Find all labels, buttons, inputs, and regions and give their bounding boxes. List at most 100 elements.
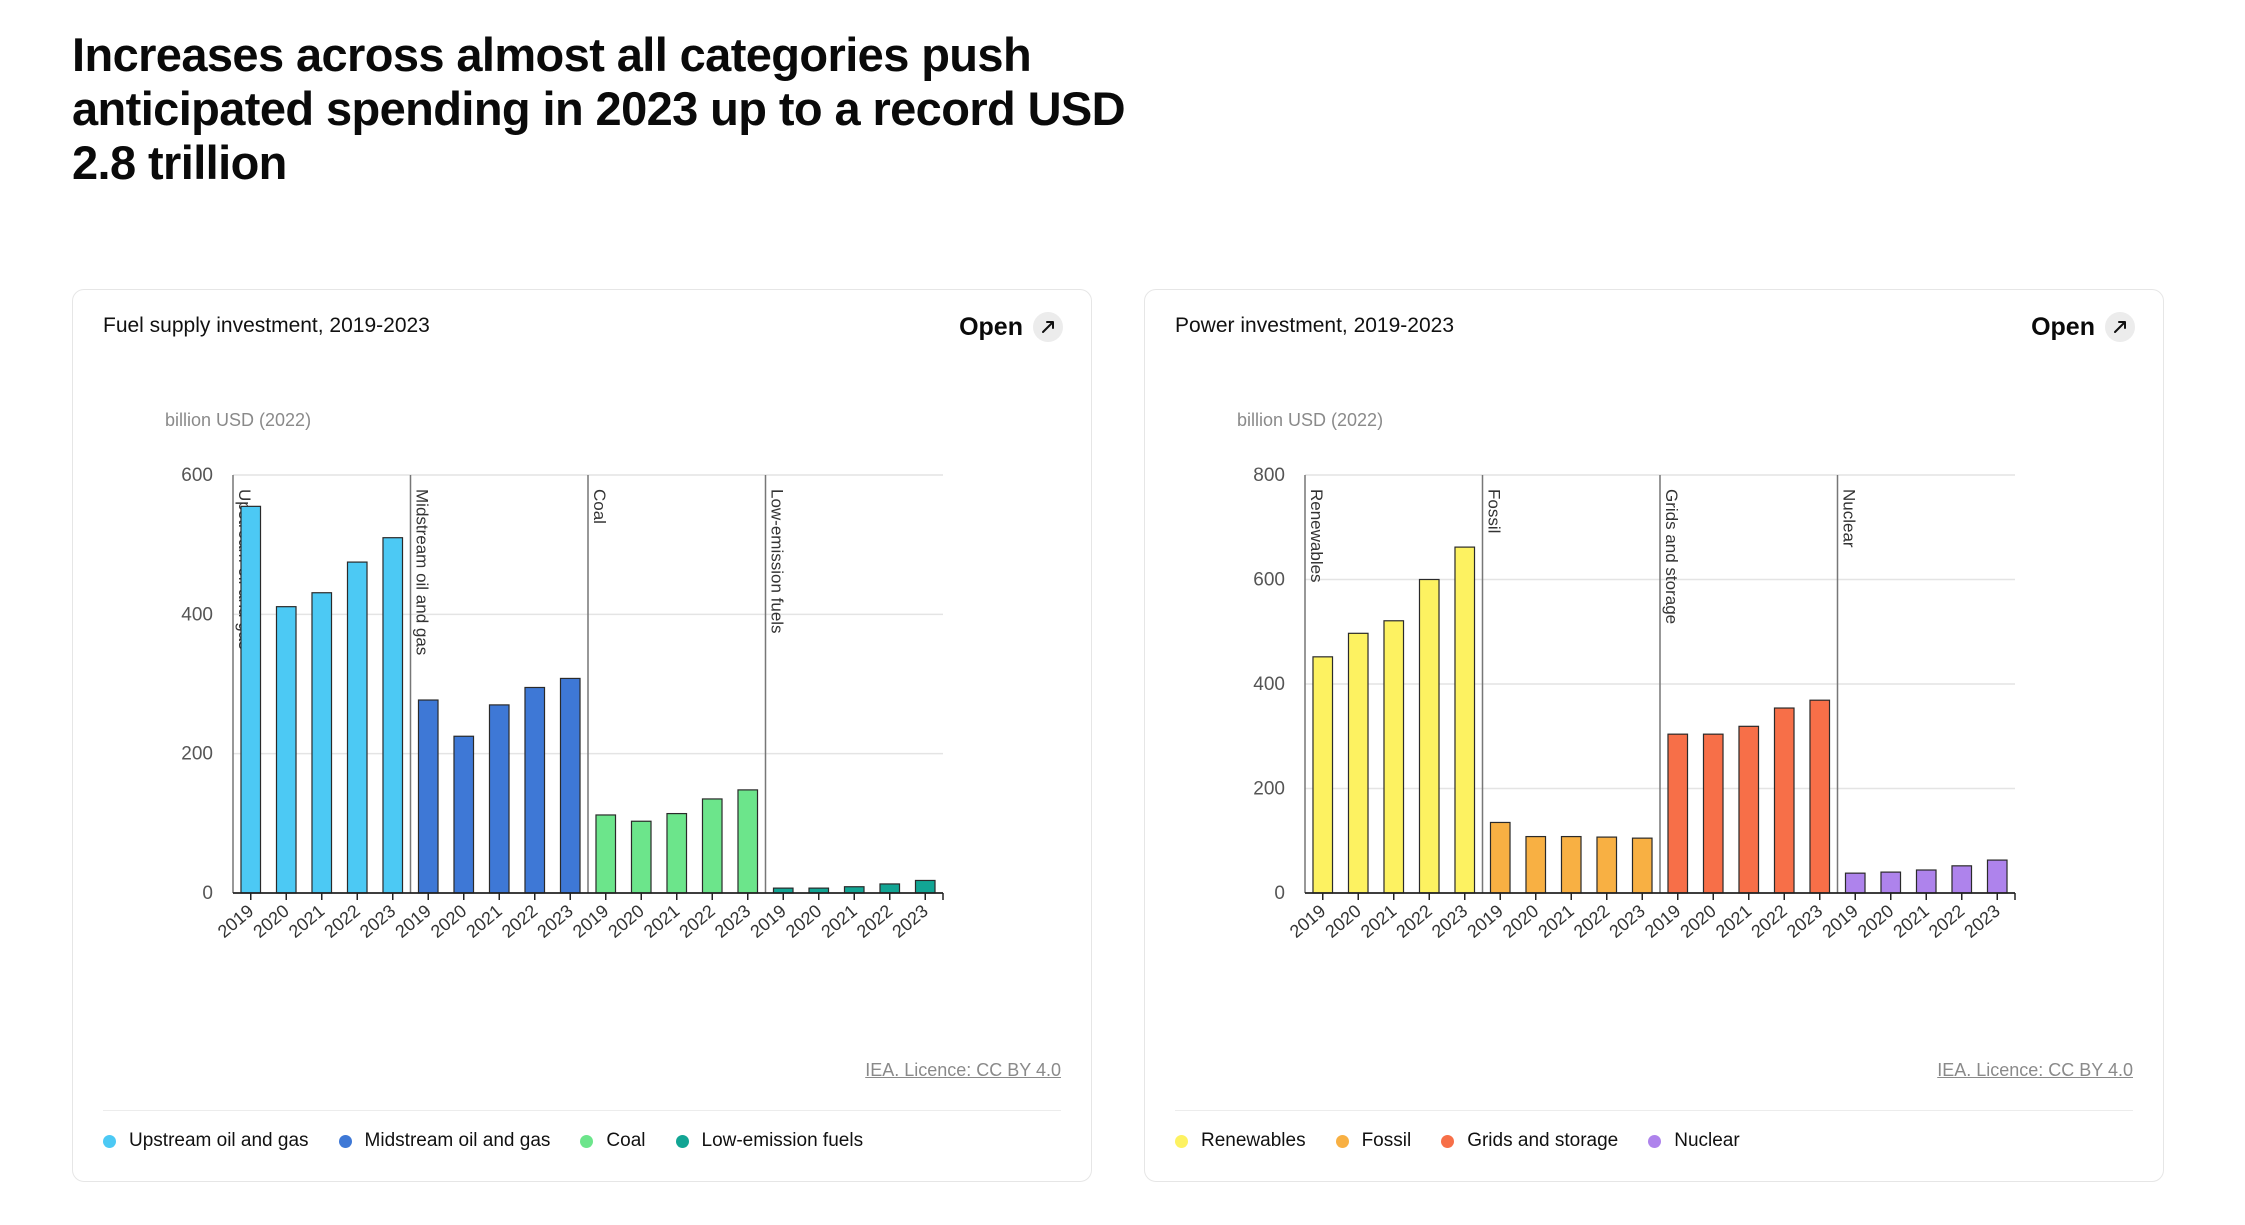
bar-fossil-2022 bbox=[1596, 836, 1618, 894]
power-chart-card: Power investment, 2019-2023 Open billion… bbox=[1144, 289, 2164, 1182]
bar-upstream-oil-and-gas-2020 bbox=[275, 606, 297, 894]
x-tick-label: 2020 bbox=[1321, 901, 1365, 942]
legend: Renewables Fossil Grids and storage Nuclear bbox=[1175, 1130, 1740, 1152]
bar-coal-2022 bbox=[701, 798, 723, 894]
bar-grids-and-storage-2023 bbox=[1809, 699, 1831, 894]
x-tick-label: 2023 bbox=[1960, 901, 2004, 942]
bar-grids-and-storage-2022 bbox=[1773, 707, 1795, 894]
x-tick-label: 2021 bbox=[817, 901, 861, 942]
bar-midstream-oil-and-gas-2021 bbox=[488, 704, 510, 894]
legend-item-fossil[interactable]: Fossil bbox=[1335, 1130, 1412, 1152]
legend-label: Low-emission fuels bbox=[701, 1130, 864, 1151]
x-tick-label: 2023 bbox=[1605, 901, 1649, 942]
x-tick-label: 2019 bbox=[1818, 901, 1862, 942]
bar-fossil-2023 bbox=[1631, 837, 1653, 894]
legend-swatch bbox=[1648, 1134, 1662, 1148]
bar-nuclear-2021 bbox=[1915, 869, 1937, 894]
y-tick-label: 0 bbox=[202, 883, 213, 904]
x-tick-label: 2022 bbox=[675, 901, 719, 942]
legend-swatch bbox=[1335, 1134, 1349, 1148]
bar-grids-and-storage-2021 bbox=[1738, 725, 1760, 894]
x-tick-label: 2019 bbox=[569, 901, 613, 942]
x-tick-label: 2019 bbox=[746, 901, 790, 942]
bar-midstream-oil-and-gas-2019 bbox=[417, 699, 439, 894]
legend-label: Renewables bbox=[1201, 1130, 1306, 1151]
bar-low-emission-fuels-2022 bbox=[879, 883, 901, 894]
bar-upstream-oil-and-gas-2021 bbox=[311, 592, 333, 894]
legend-swatch bbox=[103, 1134, 116, 1148]
legend-item-midstream-oil-and-gas[interactable]: Midstream oil and gas bbox=[338, 1130, 550, 1152]
open-button[interactable]: Open bbox=[2031, 312, 2135, 342]
chart-title: Power investment, 2019-2023 bbox=[1175, 314, 1454, 337]
bar-coal-2020 bbox=[630, 820, 652, 894]
x-tick-label: 2021 bbox=[285, 901, 329, 942]
x-tick-label: 2021 bbox=[1712, 901, 1756, 942]
x-tick-label: 2023 bbox=[1783, 901, 1827, 942]
y-tick-label: 400 bbox=[1253, 674, 1285, 695]
bar-nuclear-2019 bbox=[1844, 872, 1866, 894]
bar-renewables-2023 bbox=[1454, 546, 1476, 894]
legend-item-renewables[interactable]: Renewables bbox=[1175, 1130, 1306, 1152]
bar-renewables-2021 bbox=[1383, 620, 1405, 894]
divider bbox=[1175, 1110, 2133, 1111]
x-tick-label: 2022 bbox=[498, 901, 542, 942]
legend-swatch bbox=[675, 1134, 689, 1148]
x-tick-label: 2019 bbox=[1286, 901, 1330, 942]
x-tick-label: 2023 bbox=[1428, 901, 1472, 942]
licence-link[interactable]: IEA. Licence: CC BY 4.0 bbox=[865, 1060, 1061, 1080]
legend-item-nuclear[interactable]: Nuclear bbox=[1648, 1130, 1740, 1152]
open-button[interactable]: Open bbox=[959, 312, 1063, 342]
y-tick-label: 800 bbox=[1253, 465, 1285, 486]
external-link-icon bbox=[1033, 312, 1063, 342]
legend: Upstream oil and gas Midstream oil and ga… bbox=[103, 1130, 863, 1152]
x-tick-label: 2021 bbox=[1357, 901, 1401, 942]
legend-item-upstream-oil-and-gas[interactable]: Upstream oil and gas bbox=[103, 1130, 309, 1152]
y-tick-label: 200 bbox=[181, 744, 213, 765]
bar-grids-and-storage-2019 bbox=[1667, 733, 1689, 894]
page-title: Increases across almost all categories p… bbox=[72, 28, 1126, 189]
bar-fossil-2021 bbox=[1560, 835, 1582, 894]
divider bbox=[103, 1110, 1061, 1111]
legend-item-low-emission-fuels[interactable]: Low-emission fuels bbox=[675, 1130, 864, 1152]
licence-link[interactable]: IEA. Licence: CC BY 4.0 bbox=[1937, 1060, 2133, 1080]
x-tick-label: 2019 bbox=[1463, 901, 1507, 942]
y-tick-label: 600 bbox=[181, 465, 213, 486]
bar-coal-2019 bbox=[595, 814, 617, 894]
x-tick-label: 2022 bbox=[1570, 901, 1614, 942]
x-tick-label: 2019 bbox=[391, 901, 435, 942]
bar-upstream-oil-and-gas-2019 bbox=[240, 505, 262, 894]
legend-label: Nuclear bbox=[1674, 1130, 1740, 1151]
legend-item-grids-and-storage[interactable]: Grids and storage bbox=[1441, 1130, 1618, 1152]
y-tick-label: 200 bbox=[1253, 779, 1285, 800]
x-tick-label: 2021 bbox=[640, 901, 684, 942]
bar-fossil-2019 bbox=[1489, 821, 1511, 894]
group-label-coal: Coal bbox=[590, 489, 609, 524]
bar-grids-and-storage-2020 bbox=[1702, 733, 1724, 894]
legend-label: Fossil bbox=[1361, 1130, 1412, 1151]
legend-swatch bbox=[338, 1134, 352, 1148]
x-tick-label: 2021 bbox=[1534, 901, 1578, 942]
x-tick-label: 2020 bbox=[427, 901, 471, 942]
bar-nuclear-2023 bbox=[1986, 859, 2008, 894]
group-label-midstream-oil-and-gas: Midstream oil and gas bbox=[413, 489, 432, 655]
group-label-fossil: Fossil bbox=[1485, 489, 1504, 533]
y-tick-label: 600 bbox=[1253, 570, 1285, 591]
legend-item-coal[interactable]: Coal bbox=[580, 1130, 646, 1152]
bar-coal-2021 bbox=[666, 812, 688, 894]
legend-swatch bbox=[1441, 1134, 1455, 1148]
bar-renewables-2022 bbox=[1418, 578, 1440, 894]
x-tick-label: 2023 bbox=[711, 901, 755, 942]
group-label-renewables: Renewables bbox=[1307, 489, 1326, 583]
group-label-nuclear: Nuclear bbox=[1840, 489, 1859, 548]
x-tick-label: 2020 bbox=[1854, 901, 1898, 942]
x-tick-label: 2023 bbox=[356, 901, 400, 942]
x-tick-label: 2019 bbox=[1641, 901, 1685, 942]
fuel-supply-chart: billion USD (2022)0200400600Upstream oil… bbox=[165, 410, 944, 942]
external-link-icon bbox=[2105, 312, 2135, 342]
bar-upstream-oil-and-gas-2022 bbox=[346, 561, 368, 894]
open-label: Open bbox=[959, 312, 1023, 341]
x-tick-label: 2023 bbox=[533, 901, 577, 942]
bar-midstream-oil-and-gas-2022 bbox=[524, 686, 546, 894]
x-tick-label: 2020 bbox=[249, 901, 293, 942]
x-tick-label: 2023 bbox=[888, 901, 932, 942]
